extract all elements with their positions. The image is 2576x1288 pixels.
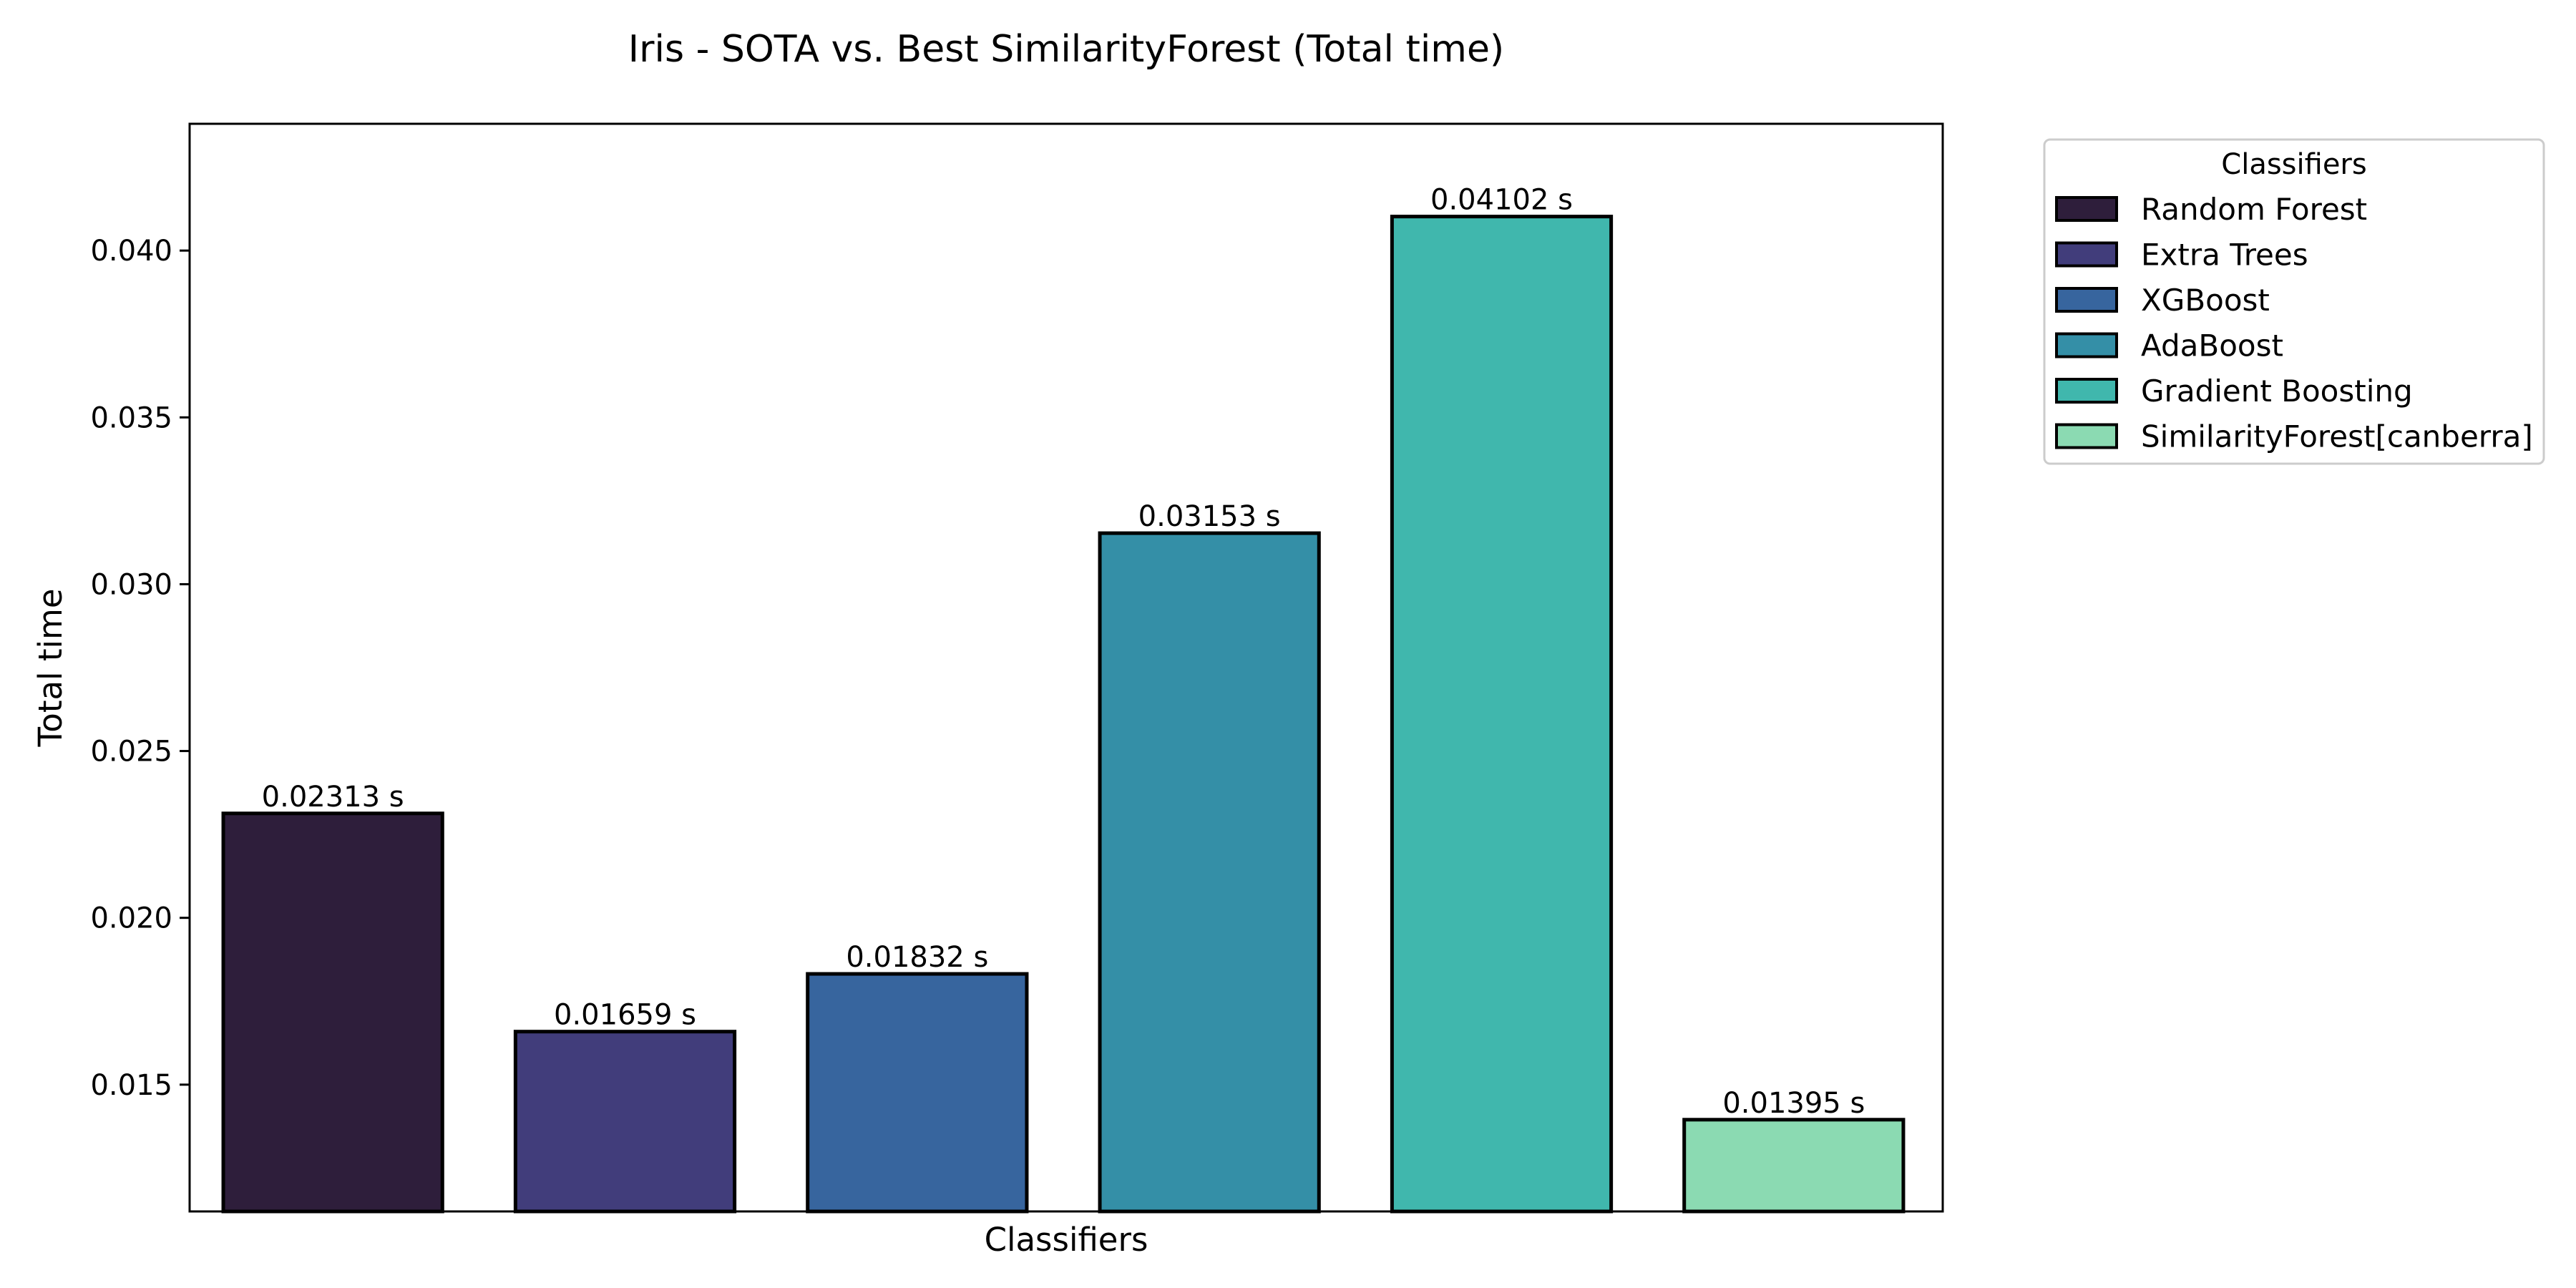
bar: [1682, 1118, 1906, 1214]
legend-swatch: [2055, 332, 2118, 358]
data-labels: 0.02313 s 0.01659 s 0.01832 s 0.03153 s 0.04…: [262, 184, 1865, 1120]
bar: [806, 972, 1029, 1214]
bar: [221, 811, 444, 1214]
y-tick-label: 0.025: [90, 736, 172, 769]
legend-entry-label: XGBoost: [2141, 283, 2270, 318]
legend-box: [2043, 138, 2545, 465]
bar: [1098, 531, 1321, 1214]
legend-entry-label: Random Forest: [2141, 192, 2367, 227]
legend-swatch: [2055, 378, 2118, 404]
bar-value-label: 0.01395 s: [1722, 1087, 1865, 1120]
y-tick-label: 0.030: [90, 568, 172, 601]
legend-entry-label: AdaBoost: [2141, 328, 2283, 364]
legend: Classifiers Random Forest Extra Trees XGBo…: [2043, 138, 2545, 465]
bar: [513, 1030, 737, 1214]
bar-value-label: 0.03153 s: [1138, 500, 1281, 533]
chart-title: Iris - SOTA vs. Best SimilarityForest (T…: [628, 28, 1504, 71]
plot-area-frame: [188, 122, 1944, 1213]
legend-entry-label: SimilarityForest[canberra]: [2141, 419, 2533, 454]
bar-value-label: 0.01659 s: [554, 999, 696, 1032]
legend-swatch: [2055, 241, 2118, 268]
y-tick-label: 0.040: [90, 235, 172, 268]
legend-swatch: [2055, 196, 2118, 222]
legend-swatch: [2055, 287, 2118, 313]
y-tick-label: 0.015: [90, 1069, 172, 1102]
bars: [221, 215, 1906, 1214]
bar-value-label: 0.02313 s: [262, 781, 404, 814]
y-tick-label: 0.035: [90, 401, 172, 434]
legend-entry-label: Gradient Boosting: [2141, 374, 2413, 409]
bar: [1390, 215, 1614, 1214]
y-axis: 0.015 0.020 0.025 0.030 0.035 0.040: [90, 235, 190, 1102]
legend-swatch: [2055, 423, 2118, 449]
legend-title: Classifiers: [2221, 148, 2366, 181]
y-axis-label: Total time: [31, 588, 69, 747]
bar-value-label: 0.04102 s: [1430, 184, 1573, 217]
legend-entries: Random Forest Extra Trees XGBoost AdaBoost G…: [2055, 192, 2533, 454]
x-axis-label: Classifiers: [985, 1221, 1148, 1259]
bar-value-label: 0.01832 s: [846, 941, 988, 974]
legend-entry-label: Extra Trees: [2141, 238, 2308, 273]
y-tick-label: 0.020: [90, 902, 172, 935]
